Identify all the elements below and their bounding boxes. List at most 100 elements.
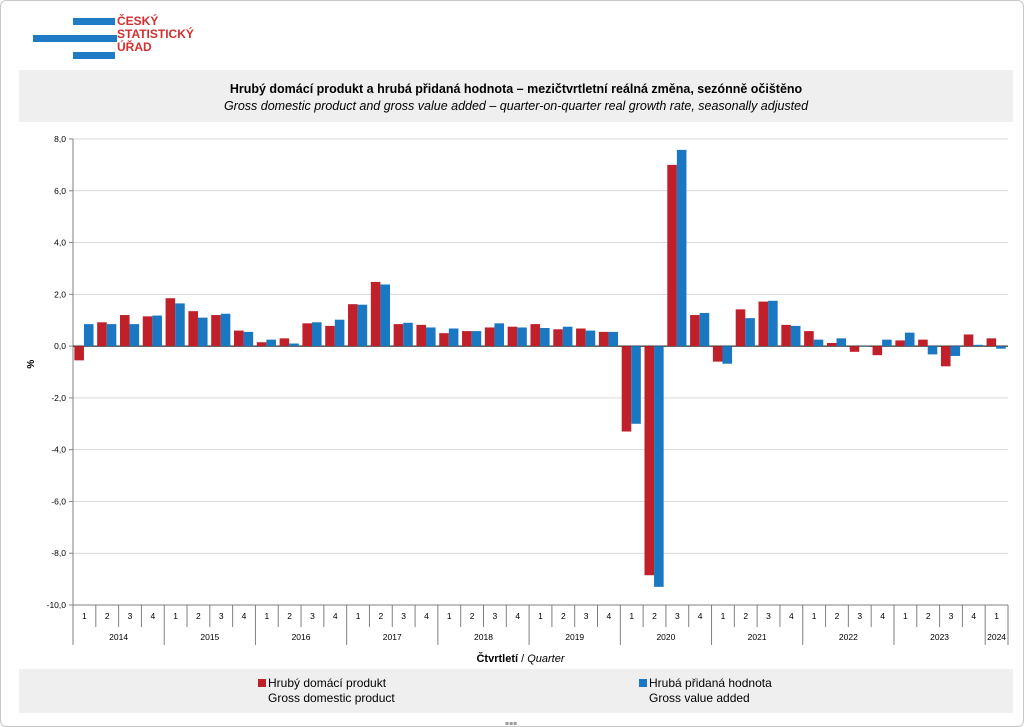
x-tick-label: 2 [105, 611, 110, 621]
y-tick-label: -2,0 [51, 393, 66, 403]
logo-line-3: ÚŘAD [117, 40, 152, 54]
x-tick-label: 3 [584, 611, 589, 621]
x-tick-label: 2 [470, 611, 475, 621]
year-label: 2019 [565, 632, 584, 642]
bar-gdp [781, 324, 791, 347]
x-tick-label: 4 [698, 611, 703, 621]
x-tick-label: 3 [493, 611, 498, 621]
bar-gdp [119, 315, 130, 347]
bar-gva [768, 300, 778, 347]
year-label: 2022 [839, 632, 858, 642]
x-tick-label: 3 [401, 611, 406, 621]
bar-gva [973, 344, 983, 347]
year-label: 2014 [109, 632, 128, 642]
x-tick-label: 2 [652, 611, 657, 621]
bar-gdp [462, 331, 472, 347]
bar-gva [676, 149, 687, 347]
bar-gva [448, 328, 459, 347]
x-tick-label: 1 [629, 611, 634, 621]
x-tick-label: 1 [447, 611, 452, 621]
x-tick-label: 1 [538, 611, 543, 621]
bar-gva [243, 331, 254, 347]
bar-gva [517, 327, 527, 347]
legend-label-gva: Hrubá přidaná hodnota [649, 676, 772, 690]
resize-grip-icon[interactable]: ▪▪▪ [505, 720, 518, 727]
bar-gdp [804, 331, 814, 347]
bar-gdp [484, 327, 495, 347]
x-tick-label: 4 [242, 611, 247, 621]
bar-gdp [165, 298, 176, 347]
bar-gva [357, 304, 368, 347]
year-label: 2015 [200, 632, 219, 642]
bar-gva [996, 346, 1006, 349]
y-tick-label: -6,0 [51, 496, 66, 506]
bar-chart: -10,0 -8,0 -6,0 -4,0 -2,0 0,0 2,0 4,0 6,0 8,0% 1 2 3… [26, 134, 1009, 665]
x-tick-label: 4 [971, 611, 976, 621]
bar-gva [927, 346, 938, 355]
logo-wordmark: ČESKÝ STATISTICKÝ ÚŘAD [117, 15, 194, 54]
bar-gva [220, 313, 231, 347]
bar-gva [882, 339, 892, 347]
chart-title: Hrubý domácí produkt a hrubá přidaná hod… [229, 82, 803, 96]
bar-gva [950, 346, 961, 356]
y-tick-label: -10,0 [47, 600, 67, 610]
bar-gva [608, 331, 619, 347]
x-tick-label: 4 [333, 611, 338, 621]
bar-gdp [826, 343, 837, 347]
x-tick-label: 1 [812, 611, 817, 621]
y-tick-label: 0,0 [54, 341, 66, 351]
legend-label-gdp-en: Gross domestic product [268, 691, 395, 705]
bar-gva [403, 322, 413, 347]
x-tick-label: 1 [173, 611, 178, 621]
x-tick-label: 3 [310, 611, 315, 621]
year-label: 2021 [748, 632, 767, 642]
x-tick-label: 4 [789, 611, 794, 621]
bar-gdp [598, 331, 609, 347]
bar-gdp [758, 301, 769, 347]
bar-gva [540, 327, 550, 347]
bar-gva [426, 327, 436, 347]
bar-gdp [553, 329, 563, 347]
x-tick-label: 3 [219, 611, 224, 621]
x-tick-label: 2 [743, 611, 748, 621]
logo-stripe [73, 52, 115, 59]
chart-legend: Hrubý domácí produkt Gross domestic prod… [19, 669, 1013, 713]
x-tick-label: 4 [424, 611, 429, 621]
bar-gdp [872, 346, 883, 356]
x-tick-label: 2 [287, 611, 292, 621]
year-label: 2020 [656, 632, 675, 642]
bar-gdp [507, 326, 518, 347]
bar-gva [175, 303, 185, 347]
bar-gdp [576, 328, 586, 347]
bar-gva [106, 324, 117, 347]
legend-swatch-gva [639, 679, 647, 687]
bar-gdp [302, 323, 312, 347]
bar-gva [380, 284, 390, 347]
x-tick-label: 1 [721, 611, 726, 621]
x-tick-label: 4 [150, 611, 155, 621]
bar-gva [585, 330, 596, 347]
bar-gva [631, 346, 641, 424]
bar-gva [197, 317, 208, 347]
bar-gdp [416, 324, 427, 347]
bar-gva [562, 326, 573, 347]
bar-gva [699, 312, 710, 347]
bar-gva [494, 323, 505, 347]
bar-gva [836, 338, 847, 347]
bar-gdp [644, 346, 655, 576]
y-tick-label: 6,0 [54, 186, 66, 196]
bar-gdp [325, 325, 335, 347]
year-label: 2017 [383, 632, 402, 642]
bar-gdp [439, 333, 449, 347]
x-tick-label: 3 [675, 611, 680, 621]
x-tick-label: 1 [994, 611, 999, 621]
bar-gva [266, 339, 276, 347]
chart-subtitle: Gross domestic product and gross value a… [223, 99, 809, 113]
bar-gva [654, 346, 664, 587]
bar-gdp [918, 339, 928, 347]
x-tick-label: 1 [903, 611, 908, 621]
y-tick-label: -8,0 [51, 548, 66, 558]
y-tick-label: 4,0 [54, 238, 66, 248]
bar-gva [289, 343, 299, 347]
